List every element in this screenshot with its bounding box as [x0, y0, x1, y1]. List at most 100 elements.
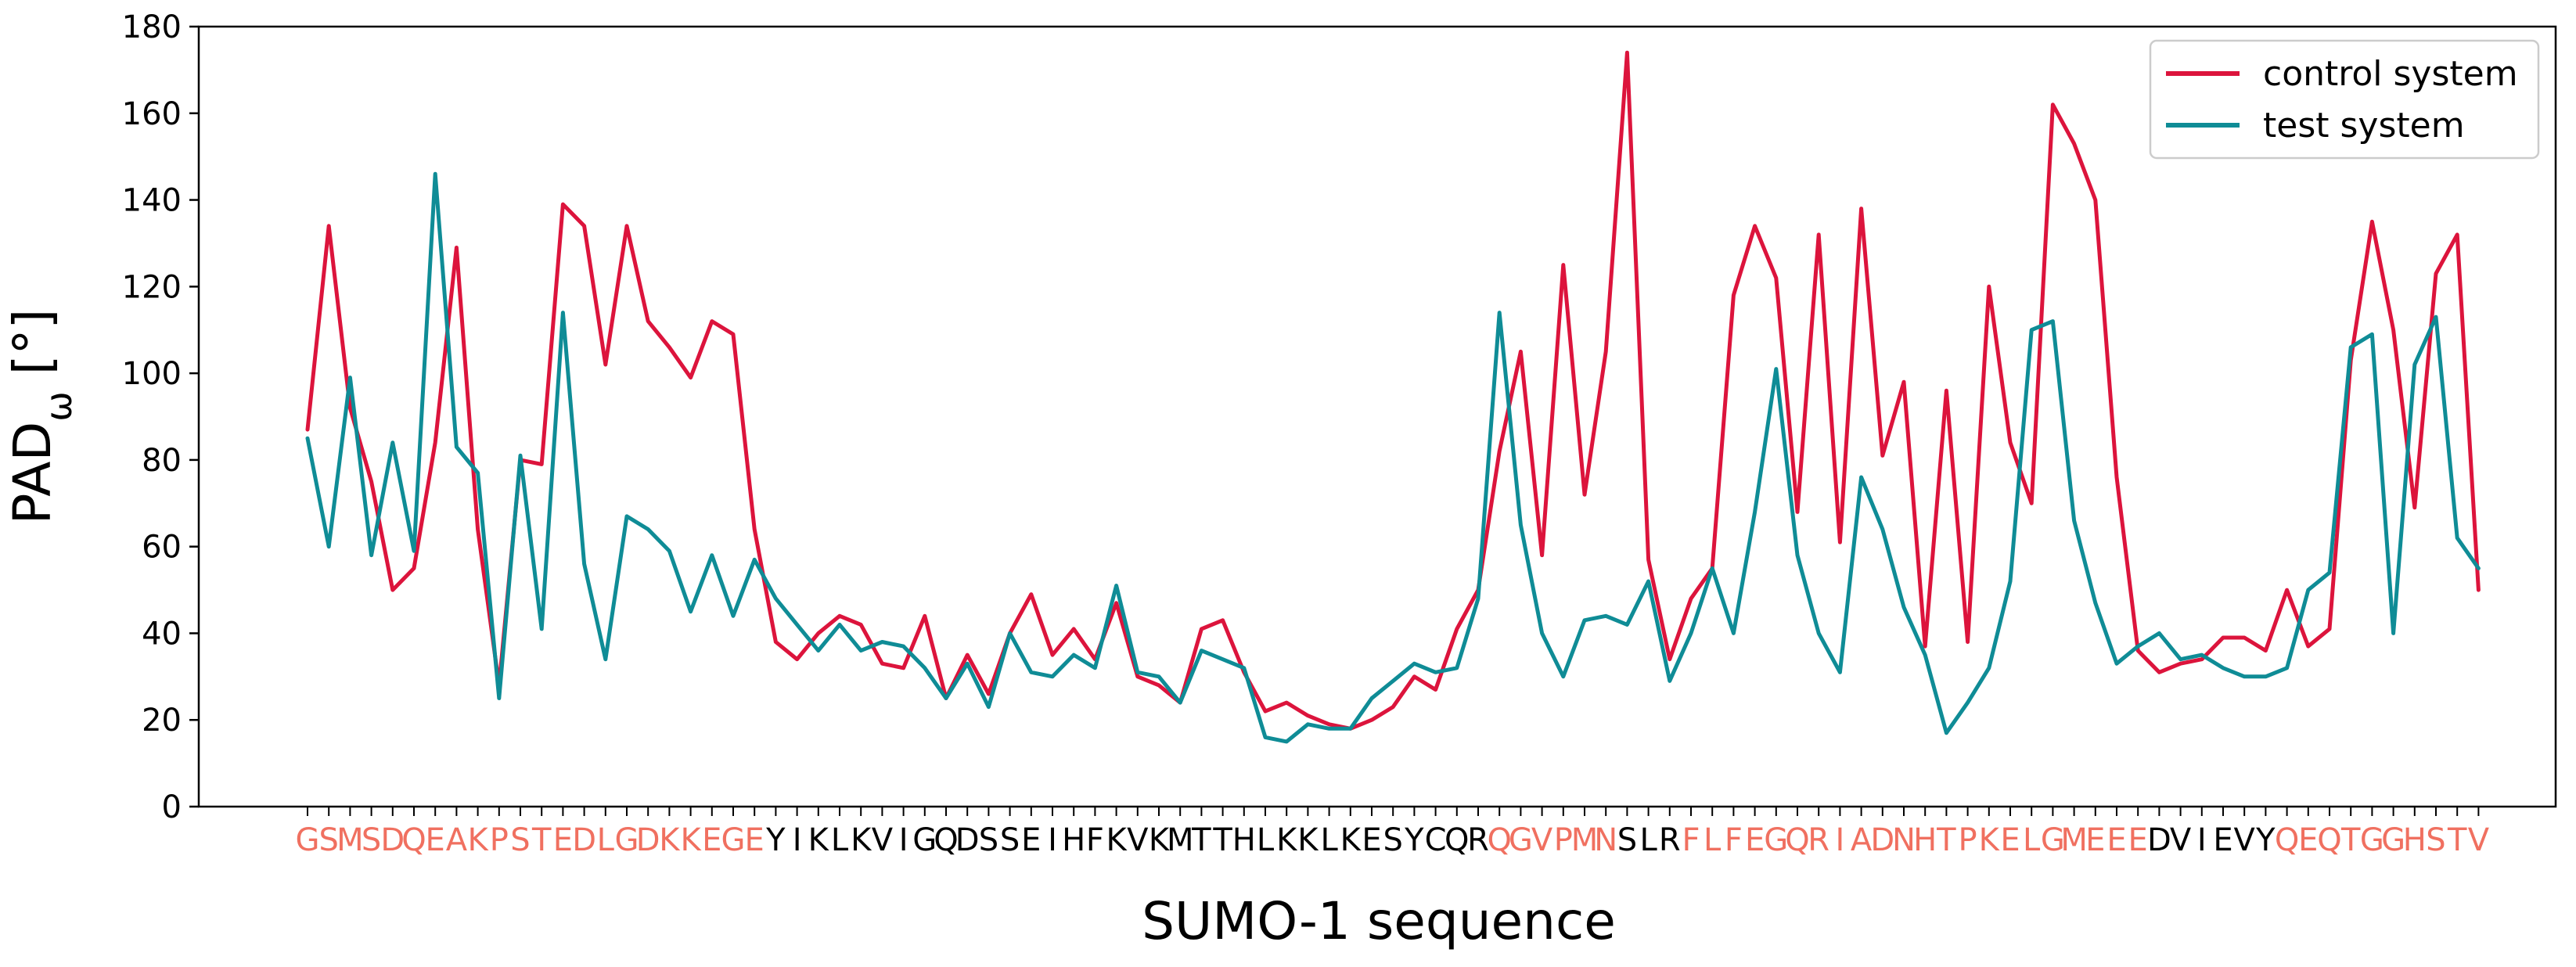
y-tick-label-7: 140 [122, 183, 182, 219]
y-tick-label-4: 80 [142, 443, 182, 479]
residue-label-34: E [1021, 822, 1041, 858]
residue-label-98: G [2381, 822, 2405, 858]
residue-label-64: R [1659, 822, 1681, 858]
residue-label-60: M [1571, 822, 1599, 858]
residue-label-45: L [1257, 822, 1275, 858]
residue-label-37: F [1086, 822, 1104, 858]
y-tick-label-5: 100 [122, 356, 182, 392]
residue-label-43: T [1212, 822, 1232, 858]
residue-label-74: D [1870, 822, 1894, 858]
residue-label-61: N [1594, 822, 1617, 858]
legend-label-1: test system [2263, 106, 2465, 146]
legend-label-0: control system [2263, 54, 2518, 94]
residue-label-46: K [1276, 822, 1298, 858]
residue-label-21: E [745, 822, 765, 858]
residue-label-3: S [362, 822, 381, 858]
residue-label-62: S [1617, 822, 1637, 858]
residue-label-8: K [467, 822, 489, 858]
residue-label-83: M [2060, 822, 2088, 858]
residue-label-94: E [2298, 822, 2318, 858]
residue-label-18: K [680, 822, 702, 858]
residue-label-25: L [831, 822, 849, 858]
residue-label-90: E [2213, 822, 2232, 858]
residue-label-58: V [1531, 822, 1553, 858]
residue-label-81: L [2023, 822, 2041, 858]
residue-label-99: H [2403, 822, 2427, 858]
residue-label-35: I [1048, 822, 1057, 858]
residue-label-24: K [808, 822, 830, 858]
residue-label-56: Q [1487, 822, 1511, 858]
residue-label-86: E [2128, 822, 2148, 858]
y-axis-title: PADω [°] [2, 309, 80, 525]
residue-label-70: Q [1785, 822, 1809, 858]
residue-label-76: H [1913, 822, 1937, 858]
y-tick-label-6: 120 [122, 269, 182, 305]
residue-label-23: I [793, 822, 802, 858]
residue-label-5: Q [401, 822, 426, 858]
residue-label-84: E [2085, 822, 2105, 858]
residue-label-41: M [1167, 822, 1194, 858]
residue-label-31: D [955, 822, 980, 858]
residue-label-75: N [1892, 822, 1916, 858]
residue-label-2: M [336, 822, 364, 858]
residue-label-93: Q [2275, 822, 2299, 858]
residue-label-96: T [2340, 822, 2361, 858]
residue-label-73: A [1851, 822, 1873, 858]
residue-label-44: H [1232, 822, 1256, 858]
residue-label-30: Q [934, 822, 958, 858]
residue-label-13: D [572, 822, 596, 858]
residue-label-49: K [1340, 822, 1362, 858]
residue-label-68: E [1745, 822, 1765, 858]
residue-label-32: S [979, 822, 998, 858]
y-axis-title-subscript: ω [38, 391, 80, 422]
x-axis-title: SUMO-1 sequence [1142, 891, 1616, 951]
residue-label-92: Y [2255, 822, 2276, 858]
residue-label-4: D [380, 822, 405, 858]
y-tick-label-1: 20 [142, 703, 182, 739]
residue-label-33: S [1000, 822, 1020, 858]
residue-label-38: K [1106, 822, 1128, 858]
residue-label-63: L [1639, 822, 1657, 858]
residue-label-16: D [636, 822, 660, 858]
residue-label-11: T [531, 822, 552, 858]
residue-label-26: K [851, 822, 872, 858]
residue-label-66: L [1704, 822, 1722, 858]
residue-label-51: S [1383, 822, 1403, 858]
plot-area [197, 25, 2557, 808]
y-axis-title-main: PAD [2, 422, 63, 525]
residue-label-69: G [1764, 822, 1788, 858]
residue-label-40: K [1149, 822, 1171, 858]
legend: control system test system [2149, 39, 2540, 160]
residue-label-10: S [510, 822, 530, 858]
residue-label-17: K [659, 822, 681, 858]
residue-label-28: I [899, 822, 908, 858]
residue-label-6: E [426, 822, 445, 858]
y-axis: 0 20 40 60 80 100 120 140 160 180 [122, 9, 199, 825]
y-tick-label-9: 180 [122, 9, 182, 45]
residue-label-101: T [2447, 822, 2467, 858]
x-axis: G SMS DQE A K P S T E D L GDK K E G E Y I K L K V I GQD S S E I H F K V… [296, 807, 2490, 858]
residue-label-47: K [1297, 822, 1319, 858]
residue-label-19: E [702, 822, 721, 858]
series-group [305, 50, 2481, 744]
series-1 [305, 171, 2481, 744]
residue-label-67: F [1725, 822, 1743, 858]
residue-label-20: G [721, 822, 746, 858]
residue-label-42: T [1191, 822, 1211, 858]
residue-label-27: V [872, 822, 894, 858]
legend-frame [2149, 39, 2540, 160]
y-tick-label-3: 60 [142, 530, 182, 566]
residue-label-80: E [2000, 822, 2020, 858]
residue-label-55: R [1467, 822, 1489, 858]
residue-label-52: Y [1404, 822, 1424, 858]
y-tick-label-0: 0 [162, 789, 182, 825]
y-axis-title-unit: [°] [2, 309, 63, 391]
residue-label-78: P [1959, 822, 1977, 858]
residue-label-36: H [1062, 822, 1085, 858]
y-tick-label-2: 40 [142, 616, 182, 652]
residue-label-79: K [1979, 822, 2001, 858]
residue-label-53: C [1425, 822, 1447, 858]
residue-label-7: A [446, 822, 468, 858]
residue-label-12: E [553, 822, 573, 858]
residue-label-54: Q [1445, 822, 1469, 858]
